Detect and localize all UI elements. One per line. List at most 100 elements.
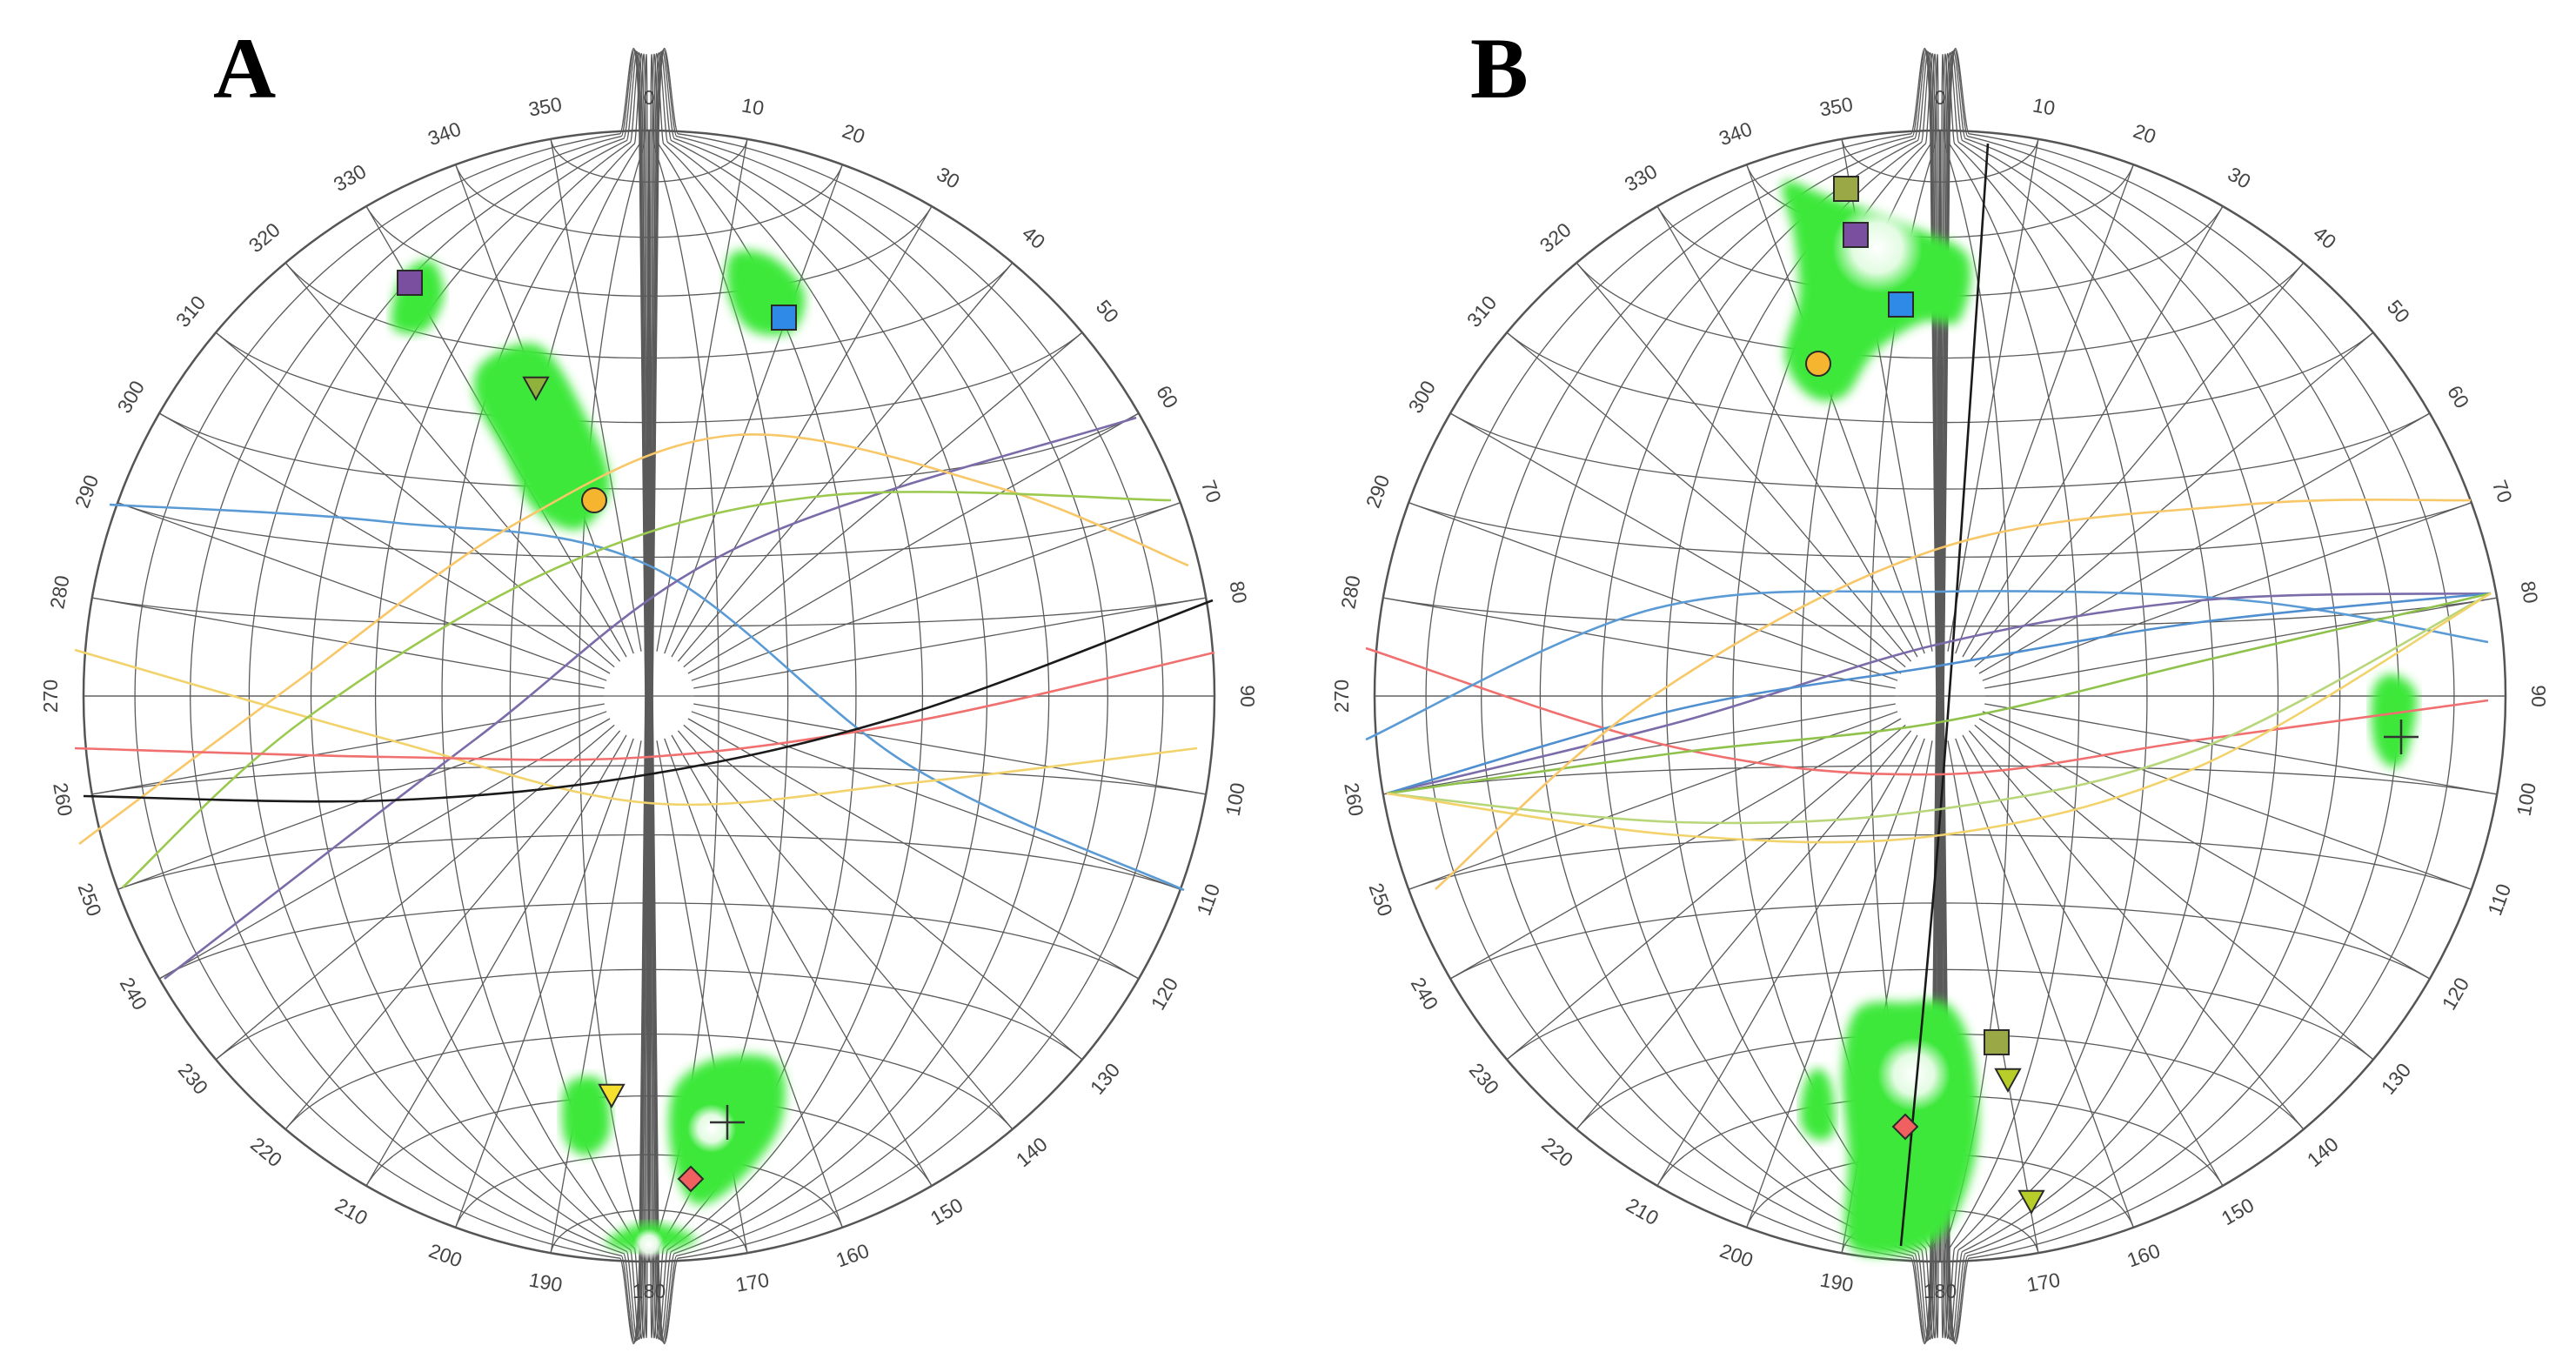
- density-contour: [473, 343, 611, 530]
- azimuth-tick-label: 120: [1147, 974, 1183, 1014]
- azimuth-tick-label: 200: [426, 1239, 465, 1272]
- azimuth-spoke: [1656, 734, 1918, 1187]
- plane-great-circle: [1435, 499, 2472, 890]
- azimuth-spoke: [1982, 502, 2472, 681]
- azimuth-spoke: [1968, 730, 2305, 1130]
- azimuth-tick-label: 20: [840, 119, 868, 148]
- azimuth-tick-label: 290: [1362, 472, 1395, 511]
- azimuth-spoke: [677, 730, 1014, 1130]
- azimuth-tick-label: 270: [39, 680, 62, 713]
- azimuth-tick-label: 0: [644, 86, 655, 109]
- azimuth-tick-label: 310: [171, 291, 211, 331]
- azimuth-spoke: [1576, 262, 1912, 662]
- azimuth-spoke: [215, 724, 615, 1061]
- pole-marker-cross: [2384, 720, 2419, 754]
- azimuth-tick-label: 260: [1340, 781, 1368, 818]
- azimuth-spoke: [671, 734, 933, 1187]
- azimuth-tick-label: 130: [2377, 1059, 2416, 1099]
- azimuth-tick-label: 40: [2309, 222, 2340, 253]
- azimuth-spoke: [1955, 738, 2134, 1228]
- azimuth-spoke: [677, 262, 1014, 662]
- azimuth-spoke: [1449, 412, 1902, 674]
- azimuth-spoke: [91, 703, 605, 795]
- plane-great-circle: [1365, 646, 2489, 776]
- plane-great-circle: [1386, 592, 2492, 825]
- azimuth-tick-label: 110: [2483, 880, 2515, 918]
- azimuth-tick-label: 140: [1012, 1133, 1052, 1172]
- azimuth-tick-label: 50: [2383, 296, 2414, 327]
- azimuth-tick-label: 100: [2512, 781, 2540, 818]
- azimuth-spoke: [1978, 718, 2431, 980]
- azimuth-tick-label: 220: [246, 1133, 286, 1172]
- azimuth-tick-label: 60: [2443, 381, 2473, 412]
- azimuth-spoke: [1408, 711, 1898, 890]
- azimuth-tick-label: 220: [1537, 1133, 1577, 1172]
- azimuth-tick-label: 90: [2527, 685, 2550, 707]
- azimuth-tick-label: 200: [1717, 1239, 1756, 1272]
- azimuth-tick-label: 320: [244, 218, 284, 258]
- azimuth-spoke: [687, 412, 1140, 674]
- azimuth-tick-label: 340: [425, 117, 464, 151]
- azimuth-tick-label: 320: [1536, 218, 1576, 258]
- azimuth-spoke: [550, 138, 642, 652]
- pole-marker-square: [1984, 1029, 2010, 1055]
- azimuth-spoke: [1955, 164, 2134, 654]
- azimuth-spoke: [550, 740, 642, 1254]
- azimuth-spoke: [1656, 205, 1918, 658]
- azimuth-tick-label: 280: [1336, 573, 1364, 610]
- azimuth-tick-label: 180: [632, 1280, 666, 1302]
- azimuth-spoke: [1982, 711, 2472, 890]
- plane-great-circle: [109, 503, 1185, 892]
- density-contour: [2371, 673, 2418, 767]
- density-contour: [561, 1076, 611, 1156]
- pole-marker-triangle-down: [2017, 1189, 2045, 1215]
- azimuth-tick-label: 230: [174, 1059, 213, 1099]
- azimuth-tick-label: 290: [70, 472, 104, 511]
- azimuth-spoke: [1746, 738, 1925, 1228]
- pole-marker-circle: [1805, 351, 1831, 377]
- azimuth-spoke: [365, 734, 627, 1187]
- plane-great-circle: [1386, 592, 2492, 795]
- azimuth-tick-label: 250: [1364, 880, 1397, 919]
- azimuth-tick-label: 140: [2303, 1133, 2343, 1172]
- azimuth-tick-label: 330: [330, 159, 370, 196]
- azimuth-spoke: [1408, 502, 1898, 681]
- panel-label-b: B: [1470, 20, 1529, 117]
- azimuth-spoke: [1947, 740, 2039, 1254]
- azimuth-tick-label: 30: [933, 163, 963, 193]
- great-circle-planes: [74, 416, 1215, 981]
- azimuth-tick-label: 70: [1197, 477, 1226, 505]
- azimuth-tick-label: 240: [116, 974, 152, 1014]
- plane-great-circle: [1365, 590, 2489, 741]
- azimuth-spoke: [1984, 597, 2498, 689]
- azimuth-tick-label: 270: [1330, 680, 1353, 713]
- pole-marker-triangle-down: [1994, 1068, 2022, 1094]
- azimuth-tick-label: 210: [1623, 1194, 1663, 1230]
- azimuth-tick-label: 120: [2438, 974, 2474, 1014]
- azimuth-spoke: [671, 205, 933, 658]
- azimuth-spoke: [691, 711, 1181, 890]
- plane-great-circle: [83, 599, 1214, 803]
- pole-marker-triangle-down: [522, 376, 550, 402]
- azimuth-spoke: [284, 262, 621, 662]
- plane-great-circle: [1386, 592, 2492, 795]
- pole-marker-diamond: [677, 1165, 705, 1193]
- pole-density-contours: [391, 250, 806, 1260]
- azimuth-spoke: [1978, 412, 2431, 674]
- azimuth-spoke: [117, 502, 607, 681]
- pole-marker-square: [1833, 176, 1859, 202]
- azimuth-tick-label: 0: [1935, 86, 1946, 109]
- azimuth-tick-label: 80: [1225, 579, 1251, 606]
- azimuth-spoke: [1746, 164, 1925, 654]
- azimuth-tick-label: 310: [1462, 291, 1502, 331]
- azimuth-tick-label: 250: [73, 880, 106, 919]
- stereonet-panel-a: 0 10 20 30 40 50 60 70 80 90 100 110 120 130 140 150 160…: [39, 48, 1259, 1344]
- density-peak: [687, 1104, 736, 1153]
- plane-great-circle: [1899, 143, 1990, 1247]
- azimuth-spoke: [1506, 724, 1906, 1061]
- pole-marker-square: [1843, 222, 1869, 248]
- azimuth-tick-label: 160: [2124, 1239, 2163, 1272]
- azimuth-tick-label: 170: [734, 1269, 771, 1296]
- density-peak: [1877, 1038, 1950, 1111]
